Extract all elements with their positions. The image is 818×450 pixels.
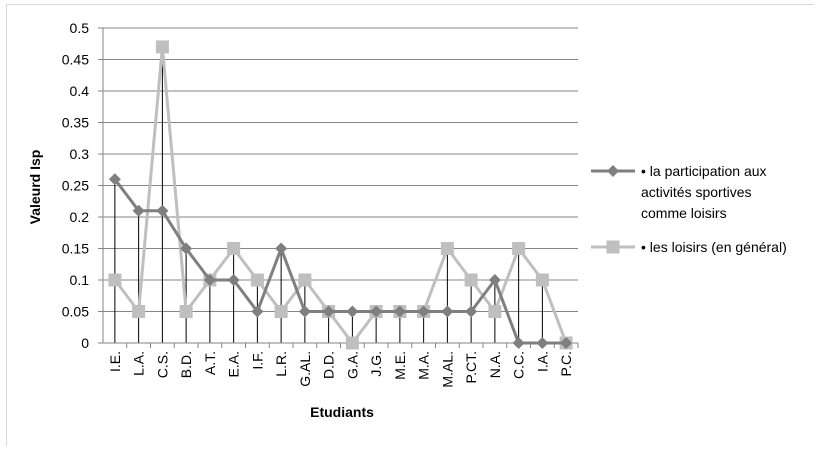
data-point [488, 274, 501, 286]
data-point [132, 305, 146, 318]
data-point [393, 305, 406, 318]
legend-label: • les loisirs (en général) [641, 239, 787, 255]
data-point [275, 242, 288, 255]
y-tick-label: 0 [81, 335, 89, 351]
x-axis-title: Etudiants [310, 404, 374, 420]
legend-item: • la participation aux activités sportive… [591, 163, 767, 221]
data-point [179, 305, 193, 318]
data-point [464, 273, 478, 287]
y-tick-label: 0.35 [62, 115, 89, 131]
data-point [535, 273, 549, 287]
y-tick-label: 0.4 [70, 83, 90, 99]
data-point [155, 40, 169, 54]
y-tick-label: 0.15 [62, 241, 89, 257]
x-tick-label: C.S. [154, 351, 170, 378]
x-tick-label: G.AL. [297, 351, 313, 387]
x-tick-label: C.C. [511, 351, 527, 379]
x-tick-label: B.D. [178, 351, 194, 378]
data-point [298, 273, 312, 287]
data-point [607, 165, 619, 177]
x-tick-label: L.A. [131, 351, 147, 376]
x-tick-label: I.F. [249, 351, 265, 370]
data-point [417, 305, 430, 318]
x-tick-label: E.A. [226, 351, 242, 377]
series-layer [108, 40, 573, 350]
x-tick-label: M.E. [392, 351, 408, 380]
legend-label: • la participation aux [641, 163, 767, 179]
data-point [370, 305, 383, 318]
y-tick-label: 0.05 [62, 304, 89, 320]
y-tick-label: 0.45 [62, 52, 89, 68]
x-tick-label: J.G. [368, 351, 384, 377]
data-point [560, 337, 573, 349]
data-point [108, 273, 122, 287]
y-tick-label: 0.25 [62, 178, 89, 194]
data-point [274, 305, 288, 318]
data-point [440, 242, 454, 255]
data-point [465, 305, 478, 318]
data-point [606, 240, 620, 254]
legend-label: activités sportives [641, 184, 751, 200]
legend-item: • les loisirs (en général) [591, 239, 787, 255]
x-tick-label: P.C. [558, 351, 574, 376]
y-axis-title: Valeurd Isp [27, 150, 43, 225]
y-tick-label: 0.2 [70, 209, 90, 225]
data-point [322, 305, 335, 318]
data-point [346, 305, 359, 318]
data-point [298, 305, 311, 318]
data-point [108, 173, 121, 186]
data-point [536, 337, 549, 349]
x-tick-label: I.E. [107, 351, 123, 372]
x-tick-label: N.A. [487, 351, 503, 378]
y-tick-label: 0.3 [70, 146, 90, 162]
legend-label: comme loisirs [641, 205, 727, 221]
data-point [488, 305, 502, 318]
y-axis-ticks: 0 0.05 0.1 0.15 0.2 0.25 0.3 0.35 0.4 0.45 0.5 [62, 20, 89, 351]
series-line [113, 178, 567, 345]
data-point [203, 274, 216, 286]
data-point [156, 204, 169, 217]
x-tick-label: L.R. [273, 351, 289, 377]
data-point [251, 305, 264, 318]
axes [98, 27, 579, 348]
data-point [512, 242, 526, 255]
x-tick-label: A.T. [202, 351, 218, 375]
x-tick-label: I.A. [534, 351, 550, 372]
x-tick-label: P.CT. [463, 351, 479, 383]
legend: • la participation aux activités sportive… [591, 163, 787, 255]
y-tick-label: 0.1 [70, 272, 90, 288]
x-tick-label: G.A. [344, 351, 360, 379]
data-point [250, 273, 264, 287]
data-point [227, 242, 241, 255]
data-point [180, 242, 193, 255]
data-point [345, 336, 359, 350]
x-tick-label: D.D. [321, 351, 337, 379]
chart-area [6, 4, 814, 446]
x-tick-label: M.A. [416, 351, 432, 380]
data-point [512, 337, 525, 349]
data-point [441, 305, 454, 318]
series-1 [108, 173, 573, 349]
x-axis-ticks: I.E. L.A. C.S. B.D. A.T. E.A. I.F. L.R. G.AL. D.D… [107, 351, 574, 388]
data-point [132, 204, 145, 217]
data-point [227, 274, 240, 286]
y-tick-label: 0.5 [70, 20, 90, 36]
x-tick-label: M.AL. [439, 351, 455, 388]
